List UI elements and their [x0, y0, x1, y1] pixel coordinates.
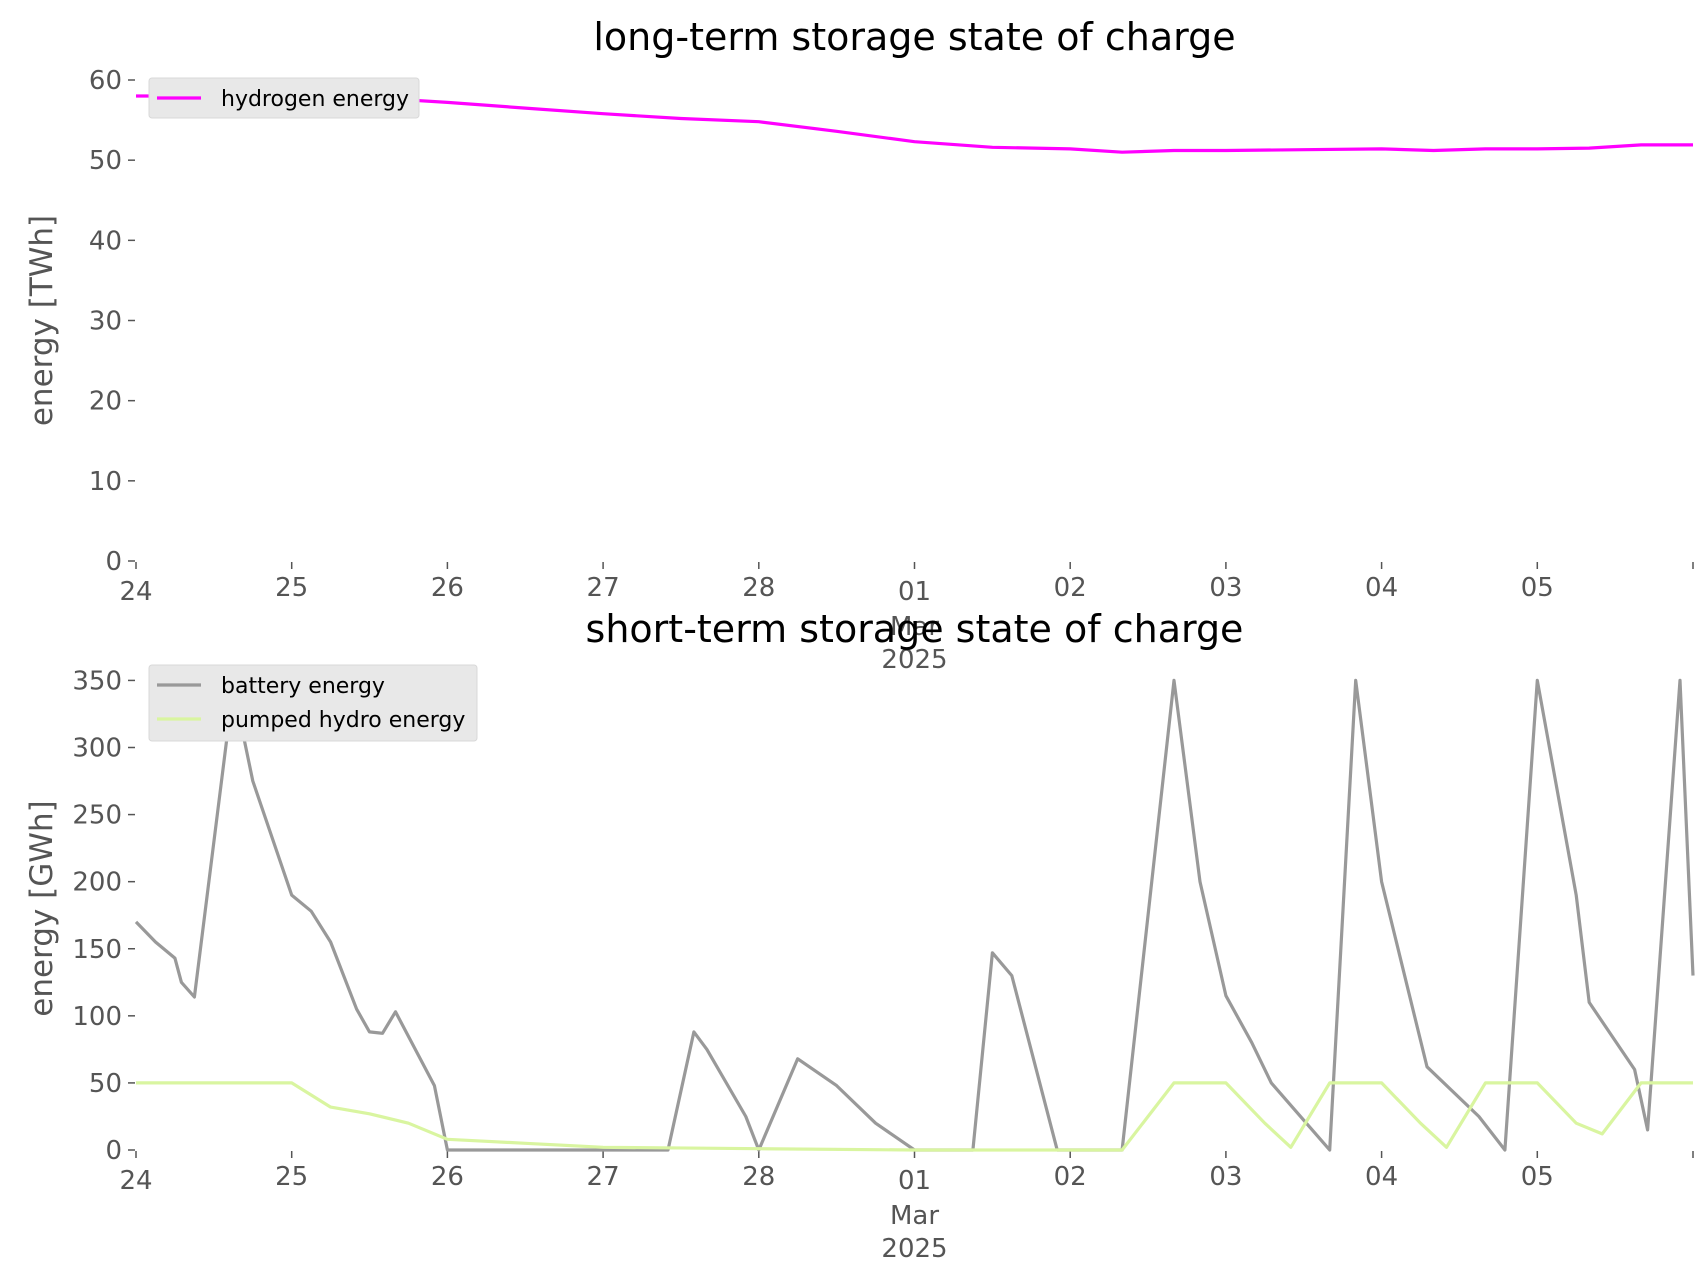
x-tick-year: 2025 — [881, 645, 947, 675]
y-tick-label: 100 — [72, 1002, 122, 1032]
y-tick-label: 300 — [72, 734, 122, 764]
y-tick-label: 0 — [105, 1136, 122, 1166]
y-tick-label: 60 — [89, 66, 122, 96]
x-tick-label: 26 — [431, 1162, 464, 1192]
chart-title: short-term storage state of charge — [586, 607, 1244, 651]
x-tick-label: 05 — [1521, 1162, 1554, 1192]
x-tick-label: 01 — [898, 577, 931, 607]
x-tick-label: 04 — [1365, 1162, 1398, 1192]
long-term-chart: long-term storage state of charge energy … — [24, 15, 1694, 675]
legend-label: battery energy — [221, 674, 385, 699]
x-tick-label: 28 — [742, 1162, 775, 1192]
x-tick-label: 03 — [1209, 573, 1242, 603]
x-tick-label: 24 — [119, 1166, 152, 1196]
short-term-chart: short-term storage state of charge energy… — [24, 607, 1695, 1264]
y-tick-label: 20 — [89, 387, 122, 417]
legend-box — [148, 77, 420, 119]
series-line-pumped-hydro-energy — [136, 1081, 1693, 1152]
x-tick-label: 04 — [1365, 573, 1398, 603]
x-tick-label: 02 — [1054, 1162, 1087, 1192]
y-axis-label: energy [TWh] — [24, 215, 60, 426]
x-tick-label: 05 — [1521, 573, 1554, 603]
series-line-hydrogen-energy — [136, 94, 1693, 154]
x-tick-label: 25 — [275, 573, 308, 603]
x-tick-year: 2025 — [881, 1234, 947, 1264]
x-tick-month: Mar — [890, 612, 939, 642]
y-tick-label: 350 — [72, 666, 122, 696]
x-tick-label: 01 — [898, 1166, 931, 1196]
y-tick-label: 50 — [89, 146, 122, 176]
x-tick-label: 02 — [1054, 573, 1087, 603]
y-tick-label: 200 — [72, 868, 122, 898]
y-axis-label: energy [GWh] — [24, 800, 60, 1016]
y-tick-label: 10 — [89, 467, 122, 497]
x-tick-label: 27 — [587, 1162, 620, 1192]
y-tick-label: 150 — [72, 935, 122, 965]
series-line-battery-energy — [134, 678, 1695, 1152]
x-tick-label: 24 — [119, 577, 152, 607]
x-tick-label: 26 — [431, 573, 464, 603]
y-tick-label: 50 — [89, 1069, 122, 1099]
y-tick-label: 40 — [89, 226, 122, 256]
x-tick-label: 28 — [742, 573, 775, 603]
x-tick-label: 25 — [275, 1162, 308, 1192]
y-tick-label: 0 — [105, 547, 122, 577]
legend-label: pumped hydro energy — [221, 708, 465, 733]
y-tick-label: 250 — [72, 801, 122, 831]
legend-box — [148, 664, 478, 742]
chart-title: long-term storage state of charge — [593, 15, 1235, 59]
x-tick-label: 03 — [1209, 1162, 1242, 1192]
y-tick-label: 30 — [89, 307, 122, 337]
x-tick-label: 27 — [587, 573, 620, 603]
legend-label: hydrogen energy — [221, 87, 409, 112]
x-tick-month: Mar — [890, 1201, 939, 1231]
